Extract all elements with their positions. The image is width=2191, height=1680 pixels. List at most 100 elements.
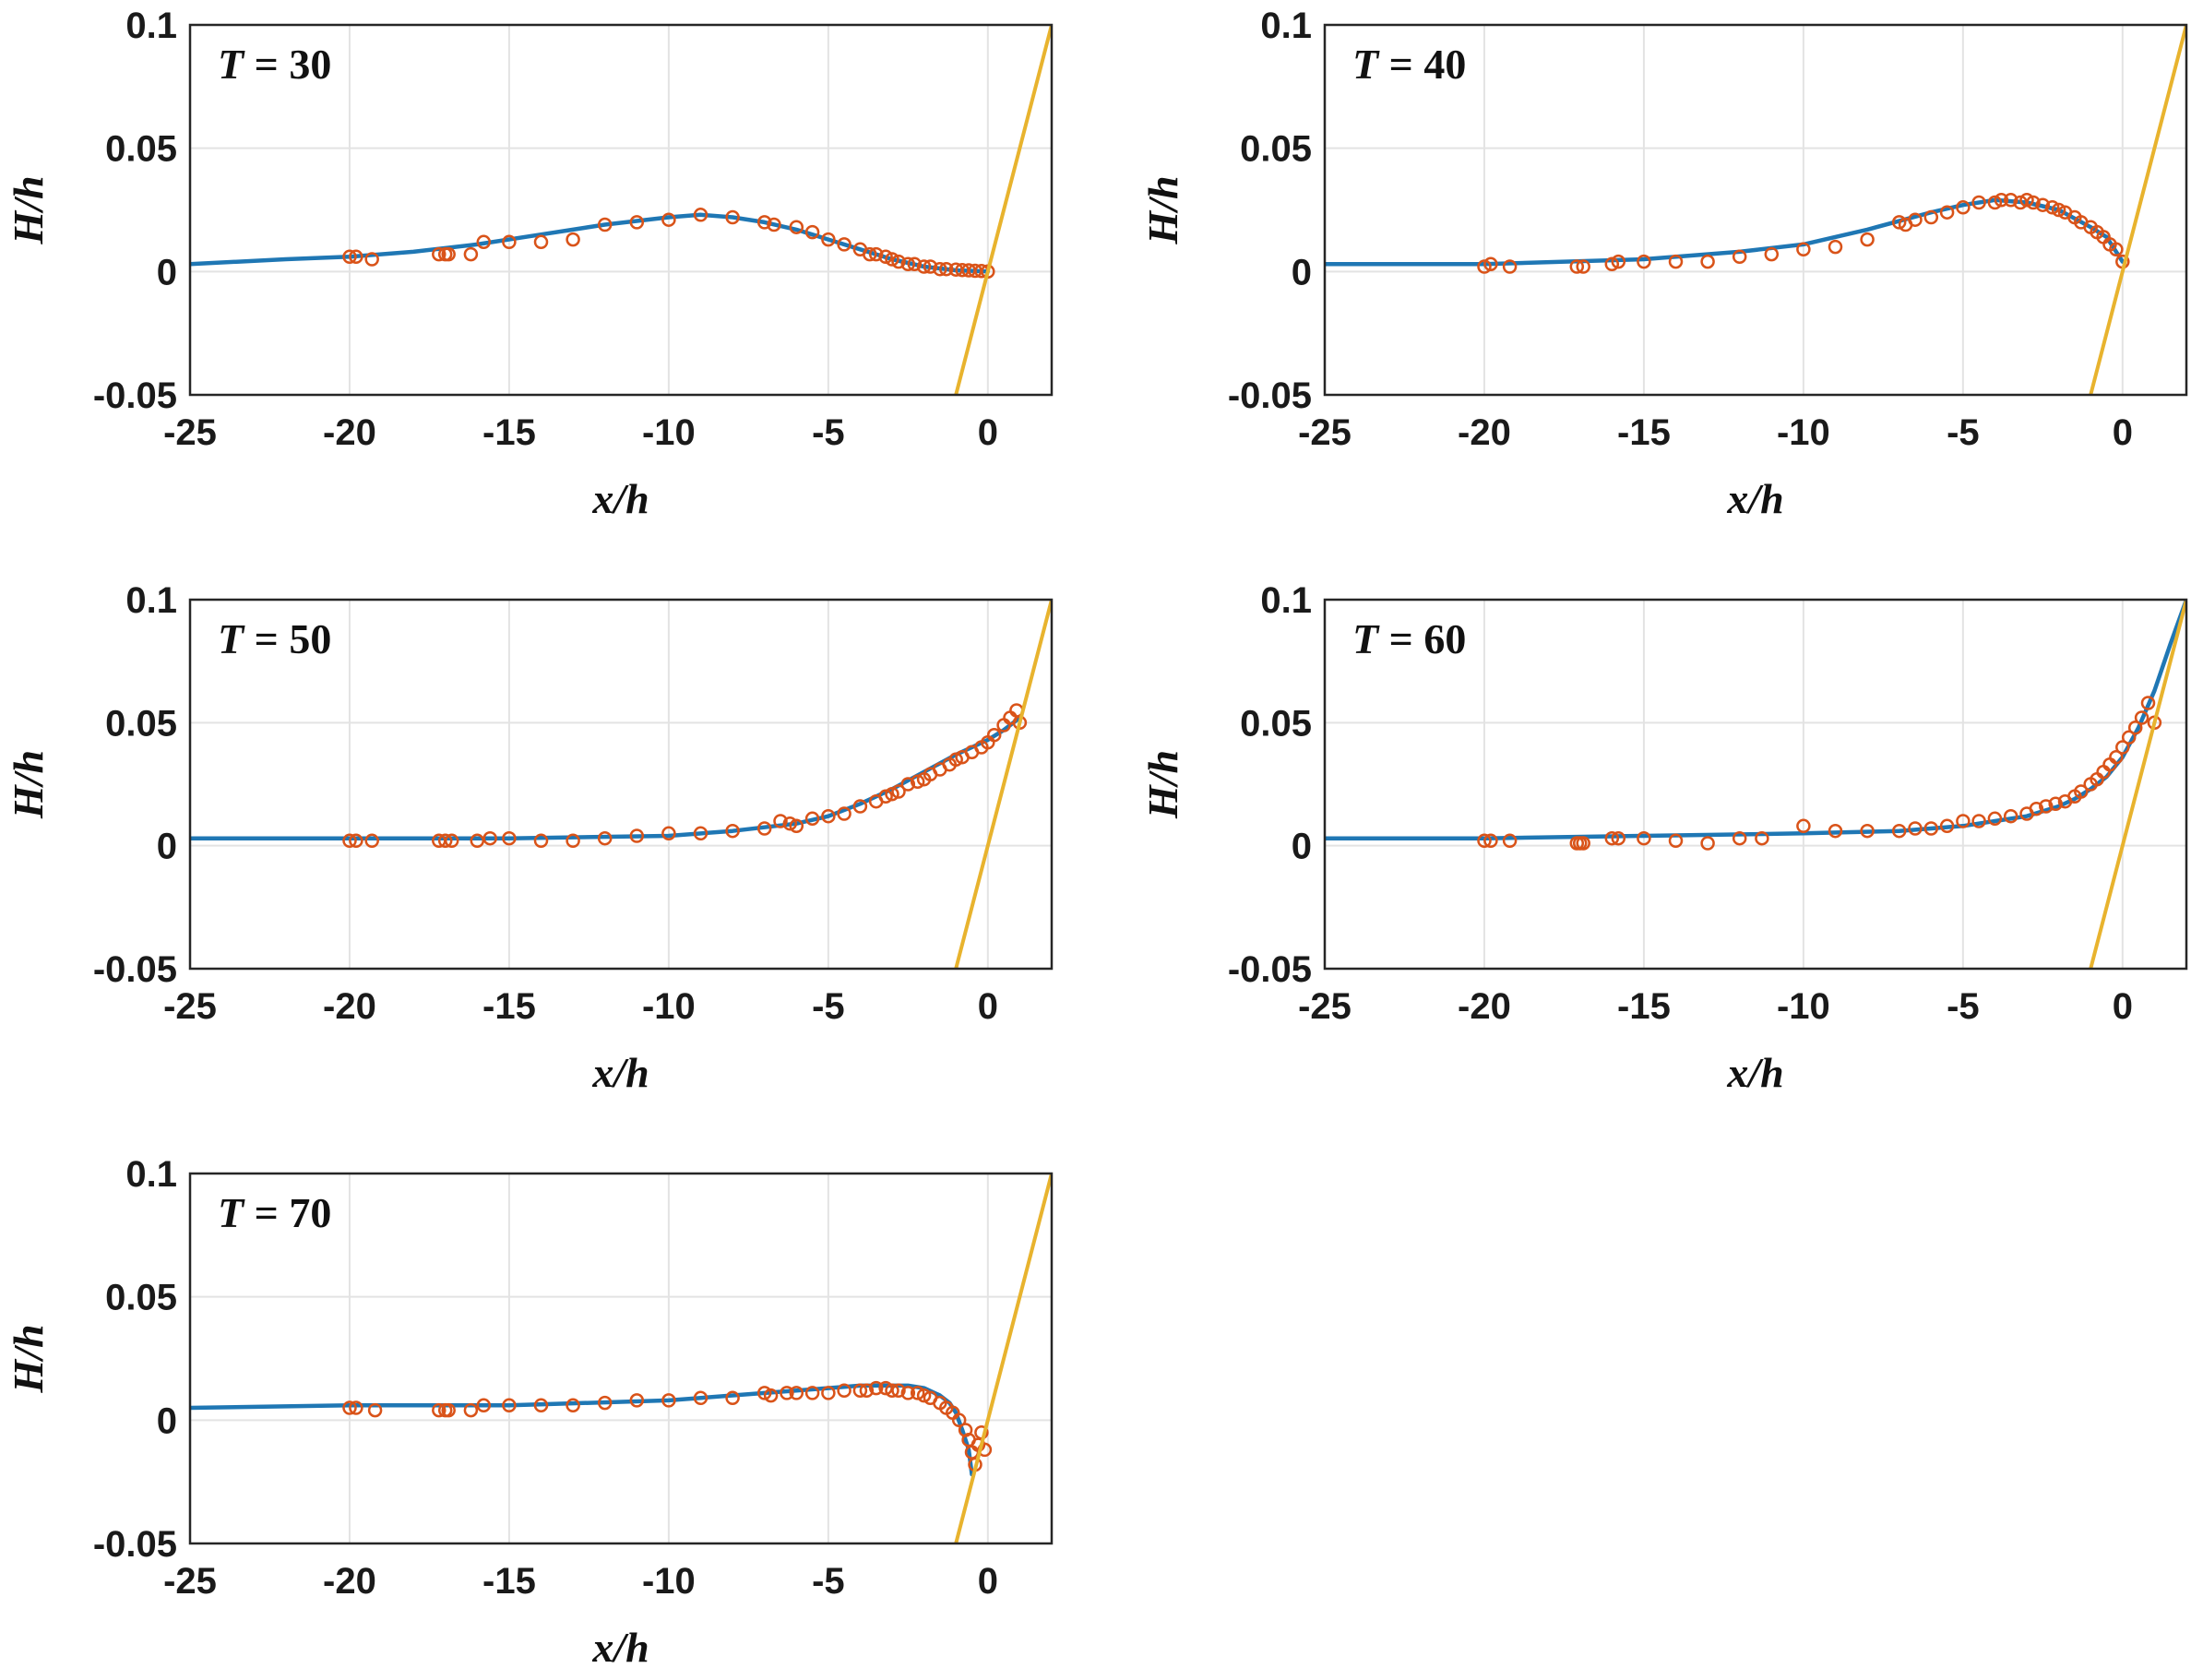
data-point xyxy=(2051,202,2066,218)
data-point xyxy=(441,246,456,262)
data-point xyxy=(1764,246,1780,262)
plot-content xyxy=(190,1174,1052,1543)
data-point xyxy=(1576,259,1590,274)
y-tick-label: 0.1 xyxy=(125,1154,177,1195)
panel-1: -25 -20 -15 -10 -5 0 -0.05 0 0.05 0.1 x/h H/h T = 30 xyxy=(5,6,1054,522)
panel-label: T = 70 xyxy=(218,1189,331,1236)
x-tick-label: -25 xyxy=(1298,412,1352,453)
data-point xyxy=(1502,259,1518,274)
data-point xyxy=(502,234,517,250)
data-point xyxy=(1956,200,1971,215)
data-point xyxy=(900,1386,916,1400)
data-point xyxy=(1732,830,1747,846)
data-point xyxy=(782,816,798,831)
data-point xyxy=(1956,814,1971,828)
data-point xyxy=(1939,818,1955,834)
data-point xyxy=(1477,259,1492,274)
data-point xyxy=(725,823,740,839)
data-point xyxy=(780,1386,794,1400)
data-point xyxy=(432,1402,447,1418)
data-point xyxy=(891,254,906,269)
x-tick-label: -20 xyxy=(323,986,376,1027)
data-point xyxy=(2115,740,2130,755)
y-tick-label: 0.05 xyxy=(1240,703,1312,744)
axes-frame xyxy=(188,23,1054,397)
data-point xyxy=(463,246,479,262)
data-point xyxy=(804,1386,820,1400)
panel-label: T = 50 xyxy=(218,615,331,662)
x-tick-label: -5 xyxy=(812,986,845,1027)
data-point xyxy=(1637,254,1651,269)
data-point xyxy=(948,752,963,768)
data-point xyxy=(891,1383,906,1399)
data-point xyxy=(804,224,820,240)
data-point xyxy=(852,799,868,814)
data-point xyxy=(2109,749,2124,765)
panel-2: -25 -20 -15 -10 -5 0 -0.05 0 0.05 0.1 x/h H/h T = 40 xyxy=(1139,6,2188,522)
data-point xyxy=(444,833,459,849)
data-point xyxy=(1611,830,1626,846)
data-point xyxy=(2003,193,2018,208)
data-point xyxy=(2044,200,2060,215)
data-point xyxy=(1755,830,1769,846)
data-point xyxy=(1604,830,1620,846)
beach-slope-line xyxy=(954,1174,1052,1543)
data-point xyxy=(868,1380,884,1396)
x-tick-label: 0 xyxy=(978,412,998,453)
axes-frame xyxy=(188,1172,1054,1545)
data-point xyxy=(933,261,947,277)
data-point xyxy=(900,256,916,272)
x-axis-title: x/h xyxy=(1726,1049,1783,1096)
data-point xyxy=(1971,814,1986,828)
data-point xyxy=(885,252,899,267)
data-point xyxy=(1828,823,1843,839)
x-tick-label: -5 xyxy=(1947,986,1980,1027)
data-point xyxy=(1502,833,1518,849)
plot-content xyxy=(190,600,1052,969)
y-tick-label: 0 xyxy=(157,827,177,867)
panel-label: T = 40 xyxy=(1352,41,1466,88)
data-point xyxy=(367,1402,383,1418)
data-point xyxy=(1994,193,2009,208)
data-point xyxy=(951,1412,967,1428)
data-point xyxy=(2074,784,2089,799)
x-tick-label: -20 xyxy=(323,412,376,453)
y-tick-label: 0.1 xyxy=(1260,6,1312,46)
beach-slope-line xyxy=(2089,25,2186,395)
y-axis-title: H/h xyxy=(1139,175,1186,244)
x-tick-label: 0 xyxy=(978,986,998,1027)
data-point xyxy=(923,259,938,274)
data-point xyxy=(910,1386,925,1400)
data-point xyxy=(1923,209,1939,225)
data-point xyxy=(986,727,1002,743)
y-tick-label: 0.05 xyxy=(105,129,177,170)
data-point xyxy=(1987,195,2003,210)
x-tick-label: -10 xyxy=(642,1561,696,1602)
panel-3: -25 -20 -15 -10 -5 0 -0.05 0 0.05 0.1 x/h H/h T = 50 xyxy=(5,580,1054,1096)
data-point xyxy=(2026,195,2041,210)
data-point xyxy=(349,249,363,265)
y-axis-title: H/h xyxy=(5,750,52,819)
data-point xyxy=(364,833,379,849)
data-point xyxy=(907,256,923,272)
data-point xyxy=(1891,215,1907,230)
data-point xyxy=(804,811,820,827)
data-point xyxy=(349,833,363,849)
data-point xyxy=(566,833,580,849)
axes-frame xyxy=(1323,23,2188,397)
x-tick-label: 0 xyxy=(978,1561,998,1602)
data-point xyxy=(1908,212,1923,227)
x-tick-label: -10 xyxy=(1777,986,1830,1027)
x-tick-label: -20 xyxy=(323,1561,376,1602)
data-point xyxy=(463,1402,479,1418)
x-tick-label: -25 xyxy=(163,412,217,453)
panel-label: T = 60 xyxy=(1352,615,1466,662)
data-point xyxy=(821,808,836,824)
data-point xyxy=(1732,249,1747,265)
data-point xyxy=(2140,696,2156,710)
data-point xyxy=(916,1388,932,1403)
x-tick-label: -10 xyxy=(1777,412,1830,453)
data-point xyxy=(1483,833,1498,849)
data-point xyxy=(837,1383,851,1399)
data-point xyxy=(2039,799,2054,814)
